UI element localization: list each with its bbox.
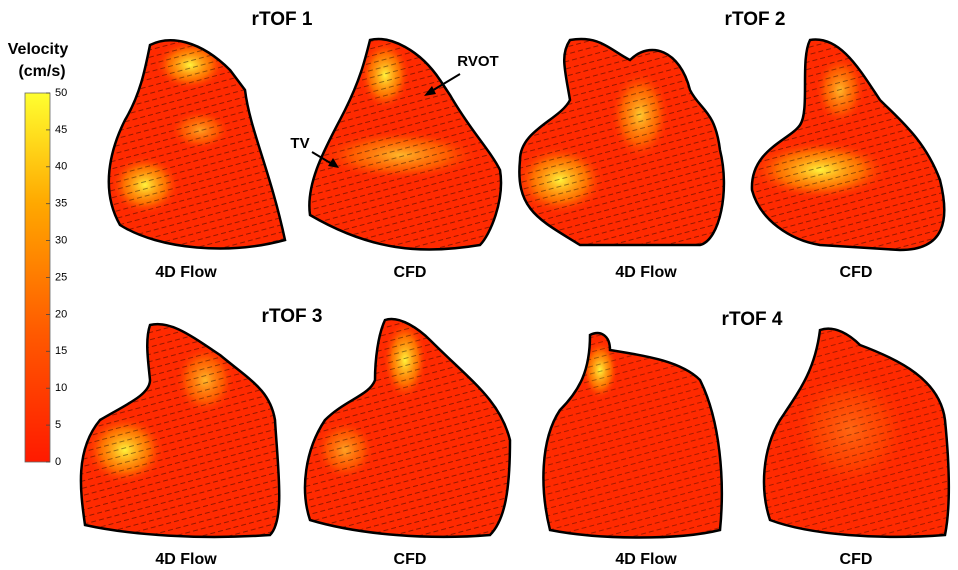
tick-label: 25 — [55, 271, 67, 283]
colorbar-title: (cm/s) — [18, 63, 65, 80]
colorbar-title: Velocity — [8, 41, 69, 58]
panel-title: rTOF 2 — [725, 9, 786, 30]
tick-label: 5 — [55, 419, 61, 431]
tick-label: 0 — [55, 456, 61, 468]
panel-title: rTOF 4 — [722, 309, 783, 330]
view-label: CFD — [840, 264, 873, 281]
tick-label: 40 — [55, 161, 67, 173]
panel-title: rTOF 1 — [252, 9, 313, 30]
flow-map — [751, 39, 945, 250]
colorbar — [24, 92, 51, 463]
panel-title: rTOF 3 — [262, 306, 323, 327]
view-label: 4D Flow — [155, 551, 217, 568]
view-label: CFD — [394, 264, 427, 281]
tick-label: 45 — [55, 124, 67, 136]
flow-map — [519, 39, 724, 245]
flow-map — [305, 319, 510, 537]
view-label: CFD — [840, 551, 873, 568]
tick-label: 50 — [55, 87, 67, 99]
tick-label: 30 — [55, 235, 67, 247]
arrow-head — [424, 86, 436, 96]
view-label: 4D Flow — [155, 264, 217, 281]
annotation-arrow — [429, 73, 461, 93]
annotation-arrow — [311, 151, 333, 165]
tick-label: 20 — [55, 308, 67, 320]
flow-map — [80, 324, 280, 537]
annotation: RVOT — [457, 53, 498, 70]
tick-label: 15 — [55, 345, 67, 357]
view-label: 4D Flow — [615, 551, 677, 568]
flow-map — [309, 39, 501, 250]
flow-map — [543, 333, 722, 538]
view-label: CFD — [394, 551, 427, 568]
tick-label: 35 — [55, 198, 67, 210]
colorbar-ticks: 0 5 10 15 20 25 30 35 40 45 50 — [46, 87, 67, 468]
annotation: TV — [290, 135, 309, 152]
flow-map — [764, 328, 949, 537]
view-label: 4D Flow — [615, 264, 677, 281]
arrow-head — [328, 158, 339, 168]
tick-label: 10 — [55, 382, 67, 394]
